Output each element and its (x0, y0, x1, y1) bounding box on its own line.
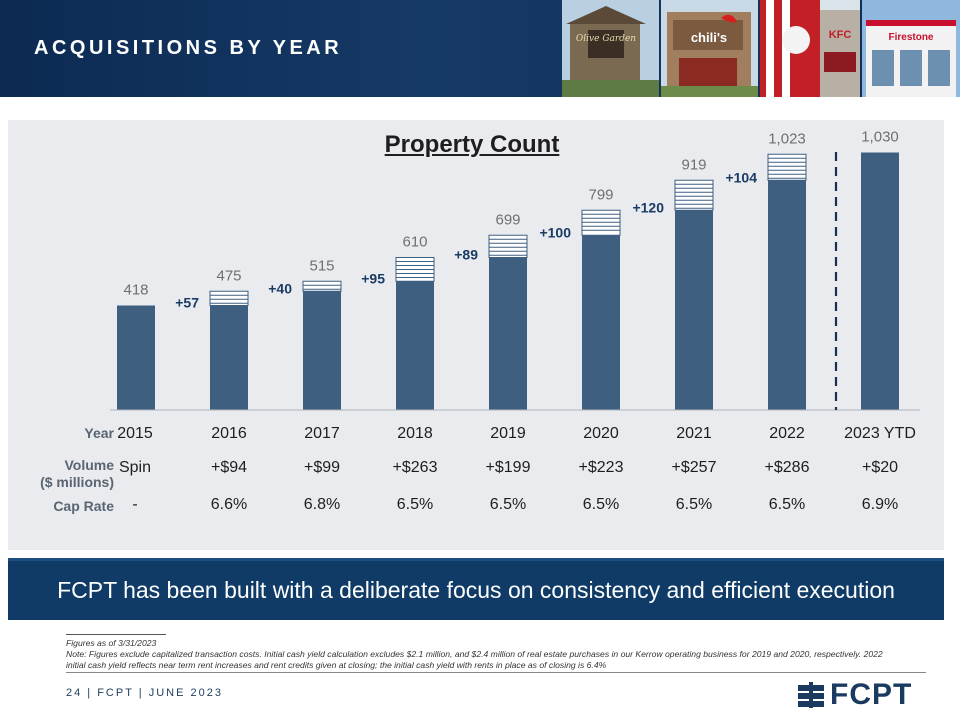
notes-rule (66, 634, 166, 635)
addition-label: +40 (268, 280, 292, 296)
footer-page-info: 24 | FCPT | JUNE 2023 (66, 687, 223, 699)
footer-rule (66, 672, 926, 673)
addition-label: +57 (175, 295, 199, 311)
total-label: 515 (309, 257, 334, 274)
bar-2021 (675, 210, 713, 410)
bar-2023 YTD (861, 152, 899, 410)
total-label: 1,030 (861, 129, 899, 146)
cap-rate-cell: 6.5% (583, 496, 619, 513)
cap-rate-cell: 6.5% (676, 496, 712, 513)
data-table: Year Volume($ millions) Cap Rate 2015 Spin - 2… (40, 425, 916, 514)
volume-cell: +$20 (862, 459, 898, 476)
bar-2019 (489, 257, 527, 410)
bar-2016 (210, 305, 248, 410)
bar-addition-2017 (302, 280, 342, 292)
fcpt-logo: FCPT (798, 678, 912, 712)
addition-label: +120 (632, 199, 664, 215)
volume-cell: Spin (119, 459, 151, 476)
fcpt-logo-icon (798, 682, 824, 708)
total-label: 699 (495, 211, 520, 228)
page-title: ACQUISITIONS BY YEAR (34, 37, 343, 59)
bar-2022 (768, 180, 806, 410)
row-label-volume-units: ($ millions) (40, 474, 114, 490)
as-of-note: Figures as of 3/31/2023 (66, 638, 157, 648)
property-count-chart: 418 +57 475 +40 515 +95 610 +89 699 +100 799 +120 91… (40, 129, 920, 514)
cap-rate-cell: 6.9% (862, 496, 898, 513)
cap-rate-cell: 6.6% (211, 496, 247, 513)
olive-garden-photo: Olive Garden (562, 0, 659, 97)
volume-cell: +$99 (304, 459, 340, 476)
cap-rate-cell: - (132, 496, 137, 513)
total-label: 610 (402, 234, 427, 251)
year-cell: 2020 (583, 425, 619, 442)
firestone-sign: Firestone (888, 32, 933, 43)
year-cell: 2021 (676, 425, 712, 442)
kfc-sign: KFC (829, 29, 852, 41)
row-label-cap-rate: Cap Rate (53, 498, 114, 514)
volume-cell: +$223 (579, 459, 624, 476)
chilis-photo: chili's (661, 0, 758, 97)
addition-label: +89 (454, 247, 478, 263)
total-label: 799 (588, 186, 613, 203)
chilis-sign: chili's (691, 30, 727, 45)
olive-garden-sign: Olive Garden (576, 34, 636, 44)
addition-label: +100 (539, 224, 571, 240)
year-cell: 2016 (211, 425, 247, 442)
bar-addition-2021 (674, 179, 714, 211)
cap-rate-cell: 6.5% (397, 496, 433, 513)
year-cell: 2022 (769, 425, 805, 442)
cap-rate-cell: 6.8% (304, 496, 340, 513)
bars-group: 418 +57 475 +40 515 +95 610 +89 699 +100 799 +120 91… (117, 129, 899, 410)
methodology-note: Note: Figures exclude capitalized transa… (66, 649, 883, 671)
year-cell: 2017 (304, 425, 340, 442)
year-cell: 2023 YTD (844, 425, 916, 442)
firestone-photo: Firestone (862, 0, 960, 97)
addition-label: +95 (361, 270, 385, 286)
volume-cell: +$286 (765, 459, 810, 476)
kfc-photo: KFC (760, 0, 860, 97)
bar-addition-2019 (488, 234, 528, 258)
volume-cell: +$199 (486, 459, 531, 476)
footnotes: Figures as of 3/31/2023 Note: Figures ex… (66, 638, 896, 672)
row-label-volume: Volume (64, 457, 114, 473)
volume-cell: +$257 (672, 459, 717, 476)
cap-rate-cell: 6.5% (490, 496, 526, 513)
chart-title: Property Count (384, 131, 560, 158)
key-message-banner: FCPT has been built with a deliberate fo… (8, 558, 944, 620)
total-label: 475 (216, 267, 241, 284)
row-label-year: Year (84, 425, 114, 441)
volume-cell: +$94 (211, 459, 247, 476)
volume-cell: +$263 (393, 459, 438, 476)
addition-label: +104 (725, 169, 757, 185)
year-cell: 2019 (490, 425, 526, 442)
bar-2020 (582, 235, 620, 410)
total-label: 418 (123, 282, 148, 299)
fcpt-logo-text: FCPT (830, 678, 913, 711)
total-label: 919 (681, 156, 706, 173)
cap-rate-cell: 6.5% (769, 496, 805, 513)
total-label: 1,023 (768, 130, 806, 147)
bar-2017 (303, 291, 341, 410)
year-cell: 2015 (117, 425, 153, 442)
year-cell: 2018 (397, 425, 433, 442)
bar-2018 (396, 281, 434, 410)
bar-2015 (117, 305, 155, 410)
